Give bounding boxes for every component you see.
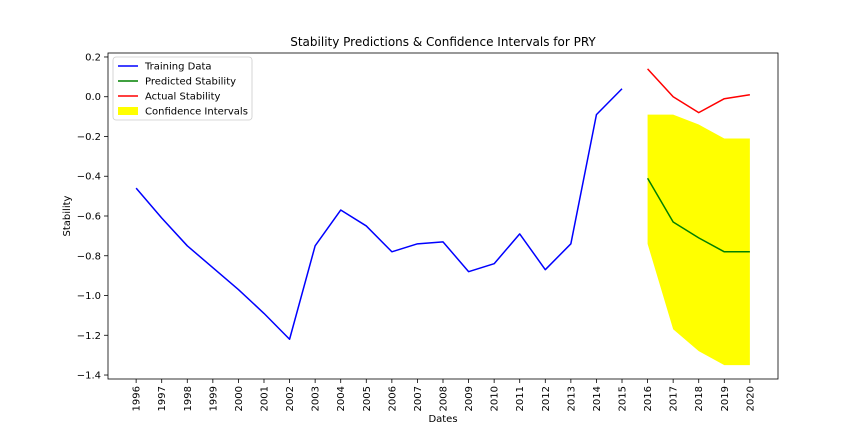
x-tick-label-2008: 2008 xyxy=(439,386,450,411)
x-tick-label-2016: 2016 xyxy=(643,386,654,411)
x-tick-label-2012: 2012 xyxy=(541,386,552,411)
series-lines-layer xyxy=(135,68,750,340)
x-tick-label-2005: 2005 xyxy=(362,386,373,411)
legend-box xyxy=(112,56,253,121)
y-tick-label-6: −1.0 xyxy=(77,291,101,302)
y-axis-ticks: 0.2 0.0 −0.2 −0.4 −0.6 −0.8 −1.0 −1.2 −1.4 xyxy=(77,52,108,382)
confidence-interval-layer xyxy=(647,114,750,366)
x-tick-label-2011: 2011 xyxy=(515,386,526,411)
x-tick-label-1996: 1996 xyxy=(132,386,143,411)
x-tick-label-2013: 2013 xyxy=(566,386,577,411)
x-tick-label-2004: 2004 xyxy=(336,386,347,411)
x-tick-label-2018: 2018 xyxy=(694,386,705,411)
y-tick-label-1: 0.0 xyxy=(85,92,101,103)
y-tick-label-3: −0.4 xyxy=(77,172,101,183)
x-tick-label-2007: 2007 xyxy=(413,386,424,411)
x-axis-ticks: 1996 1997 1998 1999 2000 2001 2002 2003 2004 2005… xyxy=(132,379,756,411)
x-tick-label-1997: 1997 xyxy=(157,386,168,411)
y-tick-label-7: −1.2 xyxy=(77,331,101,342)
legend: Training Data Predicted Stability Actual S… xyxy=(112,56,253,121)
confidence-interval-band xyxy=(647,114,750,366)
series-line-actual-stability xyxy=(647,68,750,114)
x-tick-label-2002: 2002 xyxy=(285,386,296,411)
x-tick-label-1999: 1999 xyxy=(208,386,219,411)
x-tick-label-2006: 2006 xyxy=(387,386,398,411)
x-tick-label-2017: 2017 xyxy=(669,386,680,411)
legend-swatch-confidence-intervals xyxy=(118,107,138,115)
x-tick-label-2001: 2001 xyxy=(259,386,270,411)
legend-label-confidence-intervals: Confidence Intervals xyxy=(145,107,248,118)
x-axis-label: Dates xyxy=(428,414,457,425)
x-tick-label-2000: 2000 xyxy=(234,386,245,411)
y-tick-label-5: −0.8 xyxy=(77,251,101,262)
legend-label-predicted-stability: Predicted Stability xyxy=(145,77,236,88)
x-tick-label-2014: 2014 xyxy=(592,386,603,411)
y-tick-label-2: −0.2 xyxy=(77,132,101,143)
chart-title: Stability Predictions & Confidence Inter… xyxy=(290,35,596,49)
y-axis-label: Stability xyxy=(62,195,73,236)
x-tick-label-1998: 1998 xyxy=(183,386,194,411)
x-tick-label-2019: 2019 xyxy=(720,386,731,411)
y-tick-label-0: 0.2 xyxy=(85,52,101,63)
x-tick-label-2009: 2009 xyxy=(464,386,475,411)
x-tick-label-2003: 2003 xyxy=(311,386,322,411)
legend-label-training-data: Training Data xyxy=(144,62,212,73)
x-tick-label-2020: 2020 xyxy=(745,386,756,411)
series-line-training-data xyxy=(135,88,623,340)
x-tick-label-2010: 2010 xyxy=(490,386,501,411)
y-tick-label-8: −1.4 xyxy=(77,371,101,382)
y-tick-label-4: −0.6 xyxy=(77,212,101,223)
series-line-predicted-stability xyxy=(646,177,750,253)
legend-label-actual-stability: Actual Stability xyxy=(145,92,221,103)
x-tick-label-2015: 2015 xyxy=(618,386,629,411)
